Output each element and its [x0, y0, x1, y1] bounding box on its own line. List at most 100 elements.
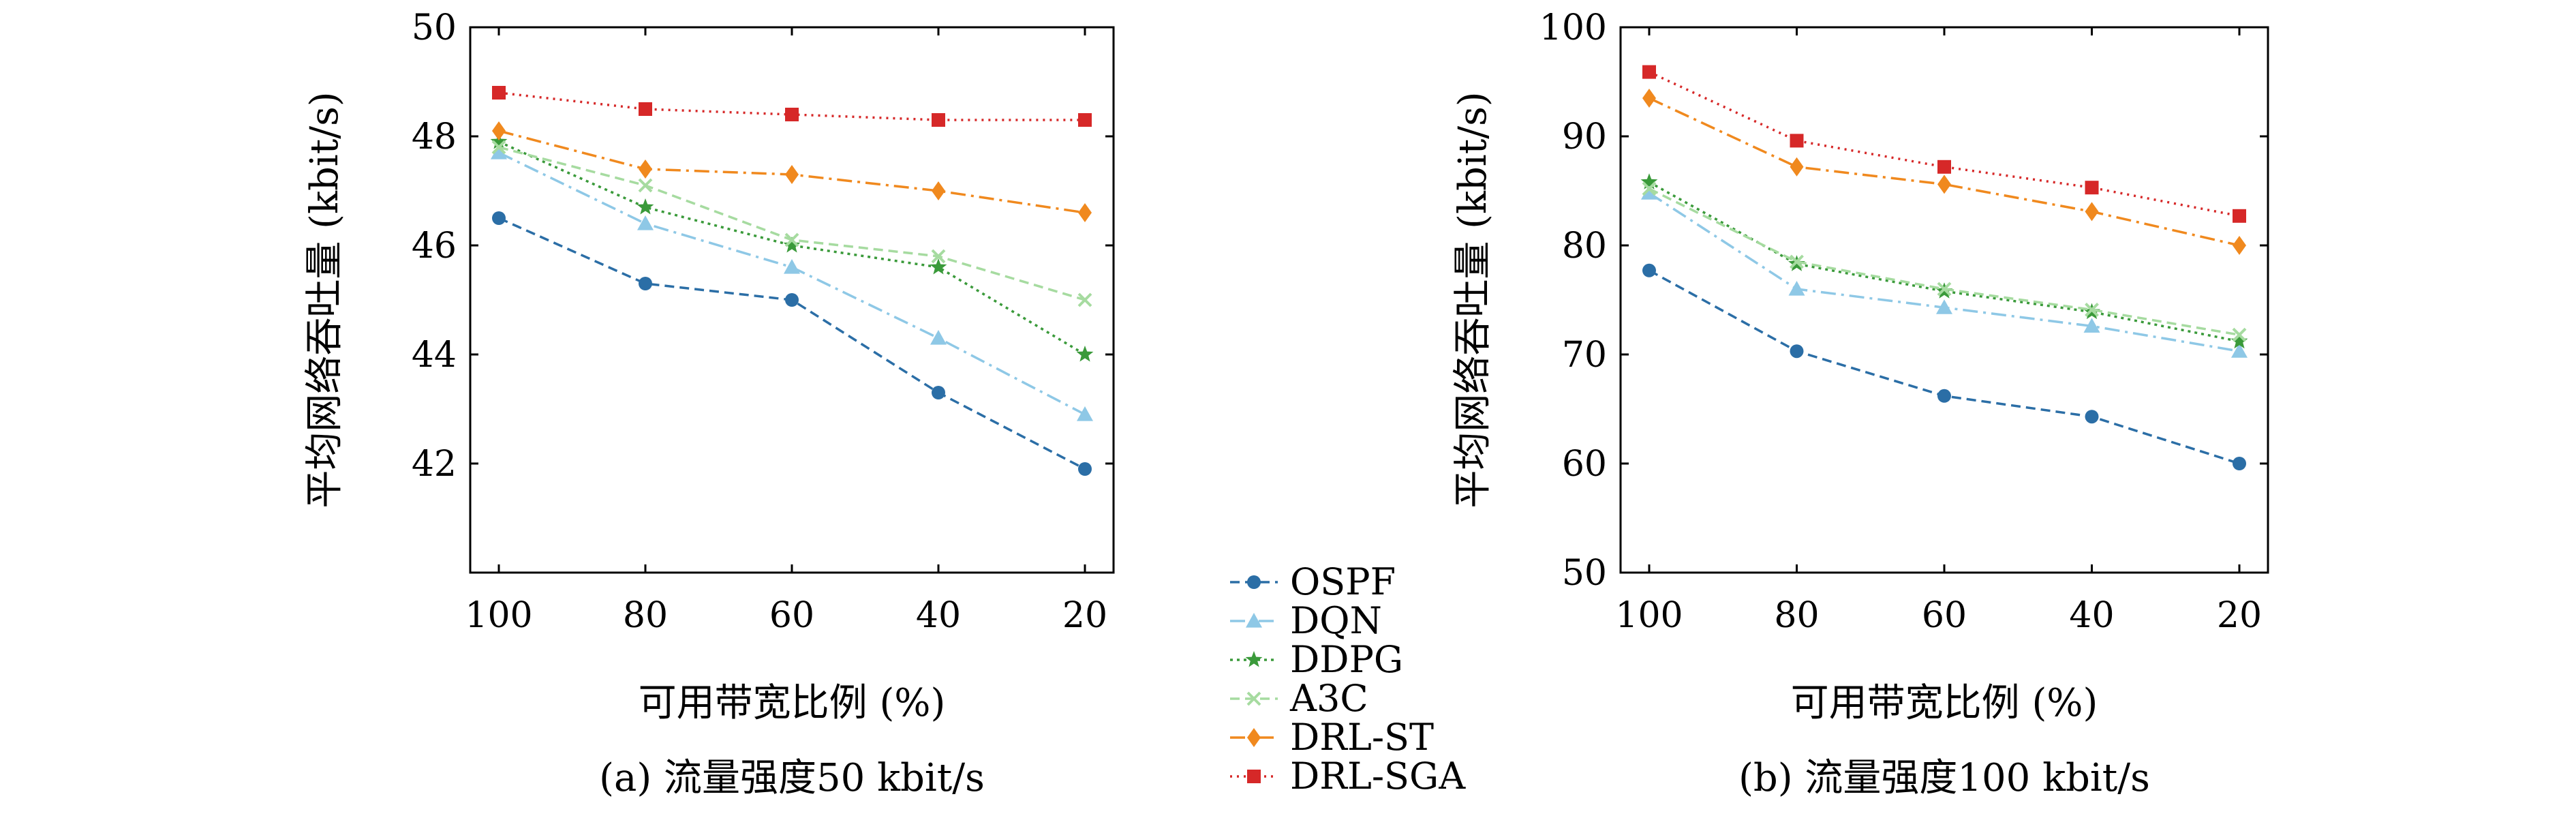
data-point-drl-sga: [492, 86, 506, 100]
data-point-ddpg: [2230, 332, 2248, 349]
legend-label: A3C: [1289, 677, 1368, 720]
legend-entry-drl-st: DRL-ST: [1230, 716, 1434, 759]
legend-label: DRL-ST: [1290, 716, 1434, 759]
legend-marker-dqn: [1246, 613, 1262, 628]
data-point-ospf: [1078, 462, 1092, 476]
data-point-dqn: [1077, 406, 1093, 421]
data-point-ospf: [785, 293, 799, 307]
data-point-a3c: [1077, 292, 1092, 307]
series-line-a3c: [1649, 187, 2240, 336]
series-line-ospf: [498, 217, 1086, 470]
legend-marker-drl-sga: [1247, 770, 1261, 783]
data-point-drl-st: [785, 165, 799, 184]
caption-a: (a) 流量强度50 kbit/s: [599, 756, 985, 800]
y-tick-label: 60: [1562, 444, 1607, 485]
data-point-ddpg: [490, 133, 508, 149]
y-tick-label: 70: [1562, 335, 1607, 376]
data-point-drl-sga: [1078, 113, 1092, 127]
x-tick-label: 80: [1774, 595, 1819, 636]
y-tick-label: 42: [412, 444, 457, 485]
legend-marker-ddpg: [1245, 651, 1263, 667]
chart-panel-b: 100 80 60 40 20 50 60 70 80 90 100 平均网络吞吐量 (kbit/s…: [1451, 7, 2269, 800]
x-tick-label: 40: [916, 595, 961, 636]
x-axis-label-a: 可用带宽比例 (%): [639, 681, 946, 725]
x-tick-label: 40: [2069, 595, 2114, 636]
data-point-drl-sga: [2085, 181, 2099, 195]
data-point-dqn: [2083, 318, 2100, 333]
series-line-dqn: [498, 151, 1086, 416]
data-point-a3c: [784, 232, 799, 247]
legend-entry-drl-sga: DRL-SGA: [1230, 755, 1466, 798]
y-tick-label: 90: [1562, 117, 1607, 157]
data-point-a3c: [638, 178, 653, 193]
y-axis-label-b: 平均网络吞吐量 (kbit/s): [1451, 91, 1495, 508]
data-point-ddpg: [1640, 173, 1658, 190]
data-point-dqn: [1641, 185, 1657, 200]
data-point-drl-st: [1790, 157, 1804, 177]
data-point-a3c: [491, 140, 506, 155]
data-point-drl-sga: [1790, 134, 1804, 148]
data-point-a3c: [1642, 181, 1657, 196]
data-point-dqn: [491, 145, 507, 160]
legend-label: DDPG: [1290, 638, 1403, 681]
data-point-drl-st: [932, 181, 945, 200]
y-tick-label: 50: [412, 7, 457, 48]
chart-panel-a: 100 80 60 40 20 42 44 46 48 50 平均网络吞吐量 (kbit/s) 可…: [303, 7, 1115, 800]
legend-entry-ospf: OSPF: [1230, 560, 1396, 603]
data-point-ospf: [2085, 410, 2099, 424]
data-point-drl-sga: [1937, 160, 1951, 174]
data-point-drl-sga: [2233, 209, 2246, 223]
data-point-drl-st: [1078, 203, 1092, 222]
x-tick-label: 100: [465, 595, 532, 636]
data-point-dqn: [930, 330, 947, 345]
series-line-drl-sga: [1649, 71, 2240, 217]
caption-b: (b) 流量强度100 kbit/s: [1738, 756, 2150, 800]
x-axis-label-b: 可用带宽比例 (%): [1791, 681, 2098, 725]
x-tick-label: 60: [1922, 595, 1967, 636]
data-point-a3c: [2085, 302, 2099, 317]
x-tick-label: 60: [769, 595, 814, 636]
x-tick-label: 80: [623, 595, 668, 636]
y-tick-label: 80: [1562, 226, 1607, 267]
legend-label: DRL-SGA: [1290, 755, 1466, 798]
data-point-a3c: [931, 249, 946, 264]
legend-label: DQN: [1290, 599, 1382, 642]
series-line-ddpg: [1649, 181, 2240, 343]
data-point-drl-st: [2085, 202, 2099, 222]
legend-entry-a3c: A3C: [1230, 677, 1368, 720]
data-point-ospf: [639, 277, 652, 290]
x-tick-label: 100: [1615, 595, 1683, 636]
data-point-a3c: [1937, 282, 1952, 297]
data-point-drl-sga: [639, 102, 652, 116]
data-point-ospf: [932, 386, 945, 399]
y-tick-label: 46: [412, 226, 457, 267]
legend-marker-ospf: [1247, 575, 1261, 589]
data-point-drl-st: [2233, 236, 2246, 255]
data-point-ospf: [1937, 389, 1951, 403]
data-point-a3c: [1790, 254, 1804, 269]
data-point-ospf: [492, 211, 506, 225]
x-tick-label: 20: [2217, 595, 2262, 636]
y-tick-label: 50: [1562, 553, 1607, 594]
x-tick-label: 20: [1062, 595, 1107, 636]
data-point-dqn: [1936, 299, 1952, 314]
data-point-drl-st: [492, 121, 506, 140]
data-point-dqn: [1788, 281, 1805, 296]
data-point-dqn: [637, 215, 654, 230]
data-point-drl-sga: [932, 113, 945, 127]
y-tick-label: 44: [412, 335, 457, 376]
legend-entry-ddpg: DDPG: [1230, 638, 1403, 681]
legend-entry-dqn: DQN: [1230, 599, 1382, 642]
data-point-drl-st: [1937, 175, 1951, 194]
legend-marker-drl-st: [1247, 728, 1261, 747]
series-line-dqn: [1649, 192, 2240, 352]
legend-label: OSPF: [1290, 560, 1396, 603]
data-point-drl-sga: [1642, 65, 1656, 79]
y-axis-label-a: 平均网络吞吐量 (kbit/s): [303, 91, 347, 508]
data-point-ospf: [1642, 263, 1656, 277]
data-point-drl-st: [639, 160, 652, 179]
series-line-drl-st: [1649, 97, 2240, 247]
data-point-ddpg: [930, 258, 947, 275]
